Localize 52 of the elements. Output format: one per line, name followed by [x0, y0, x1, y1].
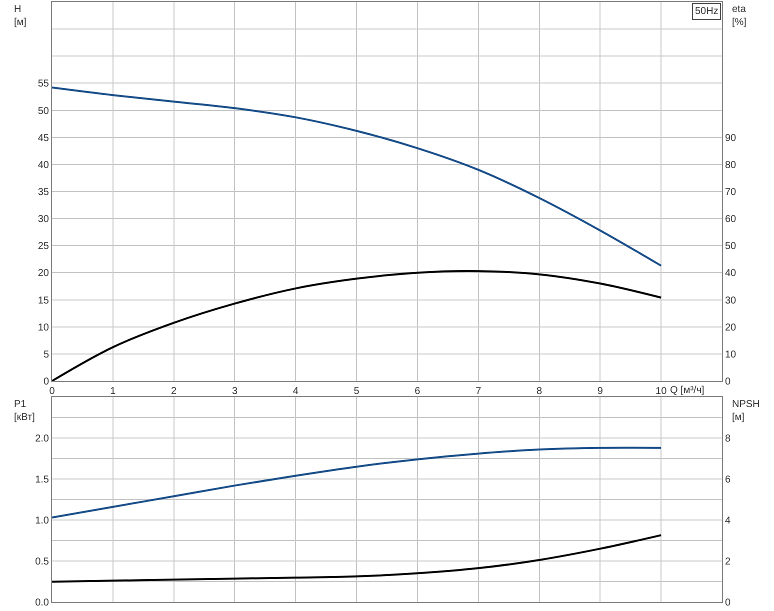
- line-series: [52, 270, 662, 381]
- y2-tick-label: 80: [725, 160, 737, 171]
- y2-tick-label: 8: [725, 434, 731, 444]
- y-tick-label: 25: [38, 241, 50, 252]
- y2-tick-label: 2: [725, 556, 731, 568]
- y2-tick-label: 20: [725, 322, 737, 334]
- y-tick-label: 0.0: [35, 598, 50, 608]
- y2-tick-label: 50: [725, 241, 737, 252]
- line-series: [52, 534, 662, 583]
- y-tick-label: 0: [43, 376, 50, 388]
- x-tick-label: 2: [171, 386, 178, 397]
- y-tick-label: 2.0: [35, 434, 50, 444]
- y-tick-label: 45: [38, 132, 50, 144]
- x-tick-label: 7: [476, 386, 482, 397]
- line-series: [52, 86, 662, 267]
- y-tick-label: 50: [38, 106, 50, 117]
- y-axis-title: H [м]: [14, 4, 27, 28]
- y2-tick-label: 90: [725, 132, 737, 144]
- y2-axis-title: NPSH [м]: [732, 399, 760, 423]
- y-tick-label: 55: [38, 78, 50, 90]
- annotation: 50Hz: [695, 6, 718, 17]
- y-tick-label: 35: [38, 187, 50, 198]
- x-axis-title: Q [м³/ч]: [670, 385, 705, 396]
- x-tick-label: 5: [354, 386, 360, 397]
- x-tick-label: 9: [597, 386, 604, 397]
- y-tick-label: 10: [38, 322, 50, 334]
- y2-tick-label: 0: [725, 598, 731, 608]
- y2-tick-label: 70: [725, 187, 737, 198]
- y-tick-label: 1.5: [35, 474, 50, 486]
- line-series: [52, 446, 662, 519]
- x-tick-label: 8: [536, 386, 542, 397]
- x-tick-label: 4: [292, 386, 299, 397]
- x-tick-label: 6: [414, 386, 421, 397]
- y2-axis-title: eta [%]: [732, 4, 747, 28]
- y-tick-label: 5: [43, 349, 50, 360]
- x-tick-label: 10: [656, 386, 668, 397]
- y-tick-label: 0.5: [35, 556, 50, 568]
- y2-tick-label: 30: [725, 295, 737, 306]
- y2-tick-label: 60: [725, 214, 737, 226]
- y-tick-label: 1.0: [35, 516, 50, 526]
- y-tick-label: 40: [38, 160, 50, 171]
- y2-tick-label: 6: [725, 474, 731, 486]
- y-tick-label: 30: [38, 214, 50, 226]
- y2-tick-label: 4: [725, 516, 731, 526]
- y-tick-label: 20: [38, 268, 50, 280]
- y2-tick-label: 0: [725, 376, 731, 388]
- y2-tick-label: 10: [725, 349, 737, 360]
- x-tick-label: 3: [232, 386, 238, 397]
- y-tick-label: 15: [38, 295, 50, 306]
- y-axis-title: P1 [кВт]: [14, 399, 36, 423]
- y2-tick-label: 40: [725, 268, 737, 280]
- x-tick-label: 1: [110, 386, 116, 397]
